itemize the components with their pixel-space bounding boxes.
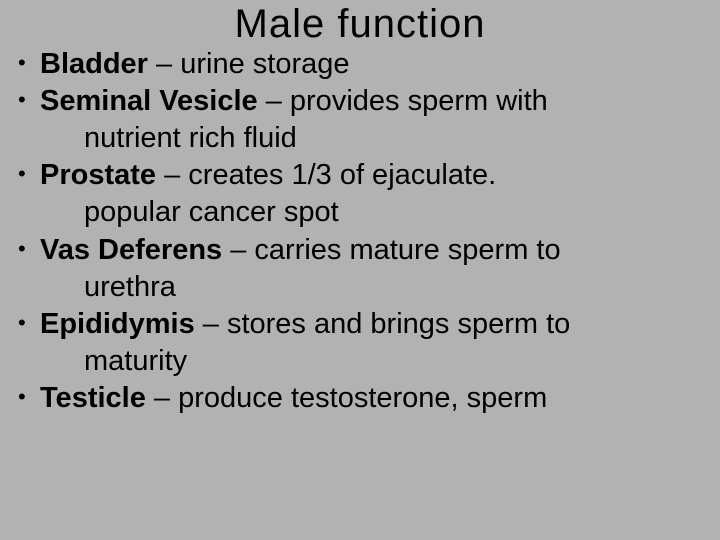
desc-continuation: nutrient rich fluid <box>40 120 702 157</box>
desc: – urine storage <box>148 48 350 80</box>
list-item: Epididymis – stores and brings sperm to … <box>18 306 702 380</box>
list-item: Prostate – creates 1/3 of ejaculate. pop… <box>18 157 702 231</box>
list-item: Seminal Vesicle – provides sperm with nu… <box>18 83 702 157</box>
list-item: Bladder – urine storage <box>18 46 702 83</box>
list-item: Testicle – produce testosterone, sperm <box>18 380 702 417</box>
term: Testicle <box>40 382 146 414</box>
desc: – stores and brings sperm to <box>195 308 571 340</box>
term: Seminal Vesicle <box>40 85 258 117</box>
desc-continuation: maturity <box>40 343 702 380</box>
slide: Male function Bladder – urine storage Se… <box>0 0 720 540</box>
desc: – provides sperm with <box>258 85 548 117</box>
list-item: Vas Deferens – carries mature sperm to u… <box>18 232 702 306</box>
term: Bladder <box>40 48 148 80</box>
desc-continuation: popular cancer spot <box>40 194 702 231</box>
desc: – creates 1/3 of ejaculate. <box>156 159 496 191</box>
term: Vas Deferens <box>40 234 222 266</box>
desc: – produce testosterone, sperm <box>146 382 547 414</box>
desc-continuation: urethra <box>40 269 702 306</box>
slide-title: Male function <box>18 0 702 46</box>
term: Epididymis <box>40 308 195 340</box>
desc: – carries mature sperm to <box>222 234 560 266</box>
bullet-list: Bladder – urine storage Seminal Vesicle … <box>18 46 702 417</box>
term: Prostate <box>40 159 156 191</box>
